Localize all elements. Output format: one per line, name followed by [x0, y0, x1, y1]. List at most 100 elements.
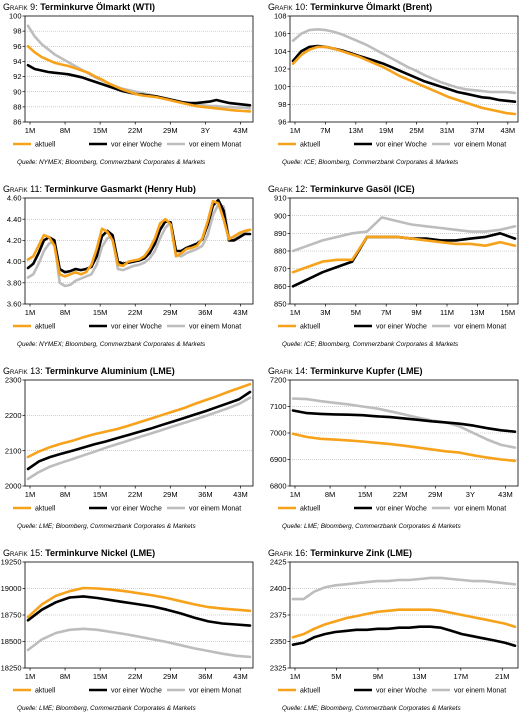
- series-line-vor-einer-woche: [26, 390, 252, 471]
- x-tick-label: 5M: [351, 308, 361, 317]
- x-tick-label: 7M: [381, 308, 391, 317]
- chart-title-text: Terminkurve Ölmarkt (Brent): [310, 2, 433, 12]
- chart-title-text: Terminkurve Nickel (LME): [45, 548, 156, 558]
- chart-title: Grafik 11: Terminkurve Gasmarkt (Henry H…: [3, 184, 196, 194]
- legend-label-vor-einer-woche: vor einer Woche: [111, 142, 162, 149]
- x-tick-label: 1M: [25, 490, 35, 499]
- y-tick-label: 3.60: [7, 300, 22, 309]
- chart-svg: 86 88 90 92 94 96 98 100 1M 8M 15M 22M 29M 3Y 43M aktue…: [9, 12, 254, 149]
- y-tick-label: 7000: [270, 429, 287, 438]
- y-tick-label: 18750: [1, 611, 22, 620]
- source-note: Quelle: ICE; Bloomberg, Commerzbank Corp…: [282, 341, 459, 348]
- y-tick-label: 90: [13, 87, 21, 96]
- x-tick-label: 9M: [411, 308, 421, 317]
- y-tick-label: 96: [13, 42, 21, 51]
- x-tick-label: 29M: [163, 308, 178, 317]
- plot-frame: [24, 197, 254, 305]
- y-tick-label: 92: [13, 72, 21, 81]
- legend-label-vor-einer-woche: vor einer Woche: [376, 142, 427, 149]
- y-tick-label: 108: [274, 12, 287, 21]
- chart-title: Grafik 13: Terminkurve Aluminium (LME): [3, 366, 175, 376]
- x-tick-label: 29M: [428, 490, 443, 499]
- source-note: Quelle: LME; Bloomberg, Commerzbank Corp…: [17, 523, 196, 530]
- series-line-vor-einer-woche: [26, 595, 252, 627]
- y-tick-label: 3.80: [7, 278, 22, 287]
- source-note: Quelle: LME; Bloomberg, Commerzbank Corp…: [17, 705, 196, 712]
- legend-label-aktuell: aktuell: [35, 324, 56, 331]
- y-tick-label: 910: [274, 194, 287, 203]
- x-tick-label: 15M: [93, 490, 108, 499]
- series-line-vor-einem-monat: [26, 396, 252, 481]
- y-tick-label: 850: [274, 300, 287, 309]
- y-tick-label: 7100: [270, 402, 287, 411]
- x-tick-label: 43M: [501, 126, 516, 135]
- series-line-vor-einem-monat: [291, 576, 517, 601]
- x-tick-label: 15M: [358, 490, 373, 499]
- x-tick-label: 3Y: [466, 490, 475, 499]
- chart-panel-g9: Grafik 9: Terminkurve Ölmarkt (WTI) 86 88 9…: [3, 2, 268, 180]
- legend-label-vor-einem-monat: vor einem Monat: [189, 506, 241, 513]
- chart-svg: 96 98 100 102 104 106 108 1M 7M 13M 19M 25M 31M 37M 43…: [274, 12, 519, 149]
- source-note: Quelle: LME; Bloomberg, Commerzbank Corp…: [282, 523, 461, 530]
- y-tick-label: 4.60: [7, 194, 22, 203]
- x-tick-label: 13M: [349, 126, 364, 135]
- y-tick-label: 890: [274, 229, 287, 238]
- y-tick-label: 100: [274, 82, 287, 91]
- source-note: Quelle: ICE; Bloomberg, Commerzbank Corp…: [282, 159, 459, 166]
- legend-label-vor-einem-monat: vor einem Monat: [189, 324, 241, 331]
- chart-number: Grafik 16:: [268, 548, 308, 558]
- chart-svg: 18250 18500 18750 19000 19250 1M 8M 15M 22M 29M 36…: [1, 558, 254, 695]
- x-tick-label: 8M: [60, 490, 70, 499]
- x-tick-label: 7M: [320, 126, 330, 135]
- y-tick-label: 7200: [270, 376, 287, 385]
- y-tick-label: 2000: [5, 482, 22, 491]
- series-line-aktuell: [26, 586, 252, 619]
- x-tick-label: 25M: [409, 126, 424, 135]
- chart-title: Grafik 9: Terminkurve Ölmarkt (WTI): [3, 2, 155, 12]
- y-tick-label: 2375: [270, 611, 287, 620]
- y-tick-label: 96: [278, 118, 286, 127]
- x-tick-label: 17M: [454, 672, 469, 681]
- series-line-aktuell: [26, 199, 252, 278]
- y-tick-label: 19250: [1, 558, 22, 567]
- series-line-aktuell: [291, 432, 517, 463]
- series-line-aktuell: [26, 382, 252, 459]
- y-tick-label: 4.00: [7, 257, 22, 266]
- x-tick-label: 1M: [290, 126, 300, 135]
- chart-svg: 3.60 3.80 4.00 4.20 4.40 4.60 1M 8M 15M 22M 29M 36M…: [7, 194, 254, 331]
- series-line-vor-einer-woche: [26, 63, 252, 107]
- series-line-aktuell: [26, 44, 252, 113]
- series-line-vor-einem-monat: [26, 627, 252, 659]
- y-tick-label: 2350: [270, 637, 287, 646]
- y-tick-label: 2425: [270, 558, 287, 567]
- y-tick-label: 2200: [5, 411, 22, 420]
- x-tick-label: 1M: [25, 672, 35, 681]
- source-note: Quelle: NYMEX; Bloomberg, Commerzbank Co…: [17, 159, 206, 166]
- legend-label-aktuell: aktuell: [300, 506, 321, 513]
- x-tick-label: 21M: [495, 672, 510, 681]
- legend-label-vor-einer-woche: vor einer Woche: [111, 324, 162, 331]
- x-tick-label: 43M: [233, 490, 248, 499]
- chart-title: Grafik 12: Terminkurve Gasöl (ICE): [268, 184, 415, 194]
- chart-title-text: Terminkurve Kupfer (LME): [310, 366, 423, 376]
- x-tick-label: 22M: [128, 672, 143, 681]
- x-tick-label: 1M: [290, 672, 300, 681]
- x-tick-label: 3Y: [201, 126, 210, 135]
- y-tick-label: 98: [13, 27, 21, 36]
- x-tick-label: 9M: [373, 672, 383, 681]
- x-tick-label: 29M: [163, 490, 178, 499]
- x-tick-label: 15M: [93, 308, 108, 317]
- x-tick-label: 15M: [93, 672, 108, 681]
- x-tick-label: 29M: [163, 672, 178, 681]
- chart-panel-g13: Grafik 13: Terminkurve Aluminium (LME) 20…: [3, 366, 268, 544]
- chart-title-text: Terminkurve Gasmarkt (Henry Hub): [44, 184, 196, 194]
- y-tick-label: 94: [13, 57, 21, 66]
- plot-frame: [24, 379, 254, 487]
- y-tick-label: 2325: [270, 664, 287, 673]
- x-tick-label: 36M: [198, 308, 213, 317]
- series-line-vor-einem-monat: [291, 397, 517, 449]
- chart-svg: 6800 6900 7000 7100 7200 1M 8M 15M 22M 29M 3Y 43M ak…: [270, 376, 519, 513]
- series-line-vor-einem-monat: [26, 24, 252, 110]
- x-tick-label: 43M: [233, 308, 248, 317]
- x-tick-label: 5M: [331, 672, 341, 681]
